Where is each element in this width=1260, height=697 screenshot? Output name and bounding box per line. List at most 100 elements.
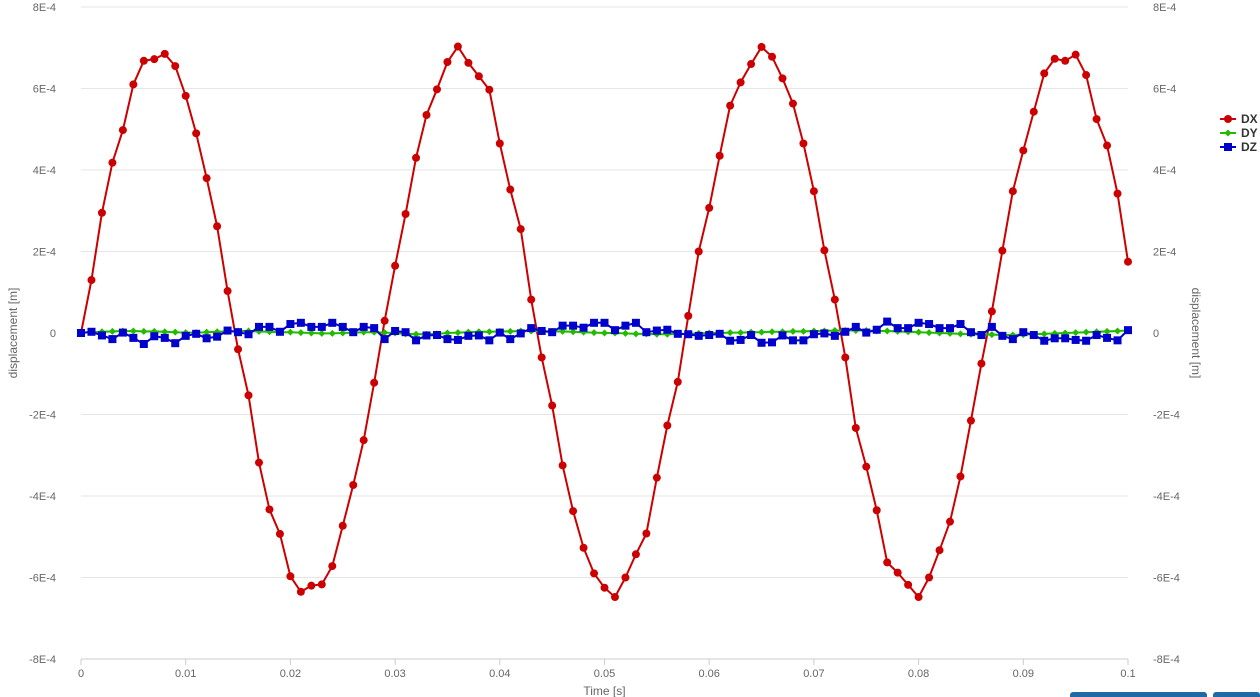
data-point-dy bbox=[297, 329, 305, 337]
data-point-dx bbox=[118, 126, 127, 135]
data-point-dz bbox=[474, 331, 483, 340]
data-point-dx bbox=[621, 573, 630, 582]
data-point-dx bbox=[464, 58, 473, 67]
data-point-dx bbox=[265, 505, 274, 514]
y-tick-label-right: 8E-4 bbox=[1153, 2, 1176, 14]
data-point-dy bbox=[161, 328, 169, 336]
x-tick-label: 0.03 bbox=[384, 668, 405, 680]
data-point-dy bbox=[956, 330, 964, 338]
data-point-dz bbox=[862, 328, 871, 337]
data-point-dx bbox=[935, 546, 944, 555]
x-tick-label: 0.04 bbox=[489, 668, 510, 680]
y-tick-label: 2E-4 bbox=[33, 247, 56, 259]
legend-marker bbox=[1224, 129, 1232, 137]
data-point-dz bbox=[338, 322, 347, 331]
data-point-dz bbox=[569, 321, 578, 330]
data-point-dz bbox=[464, 331, 473, 340]
data-point-dx bbox=[317, 580, 326, 589]
data-point-dz bbox=[1019, 328, 1028, 337]
data-point-dz bbox=[600, 318, 609, 327]
data-point-dz bbox=[171, 339, 180, 348]
data-point-dz bbox=[1124, 326, 1132, 335]
data-point-dz bbox=[893, 324, 902, 333]
data-point-dx bbox=[171, 62, 180, 71]
data-point-dx bbox=[139, 56, 148, 65]
data-point-dx bbox=[548, 401, 557, 410]
data-point-dy bbox=[758, 328, 766, 336]
data-point-dz bbox=[715, 329, 724, 338]
data-point-dz bbox=[307, 322, 316, 331]
data-point-dx bbox=[694, 247, 703, 256]
data-point-dz bbox=[87, 327, 96, 336]
y-tick-label: 6E-4 bbox=[33, 84, 56, 96]
data-point-dx bbox=[883, 558, 892, 567]
data-point-dx bbox=[380, 316, 389, 325]
data-point-dz bbox=[778, 331, 787, 340]
bottom-toolbar-button-2[interactable] bbox=[1213, 692, 1260, 697]
data-point-dy bbox=[485, 328, 493, 336]
data-point-dz bbox=[380, 335, 389, 344]
data-point-dx bbox=[97, 208, 106, 217]
data-point-dz bbox=[851, 322, 860, 331]
data-point-dz bbox=[1061, 334, 1070, 343]
data-point-dz bbox=[506, 335, 515, 344]
data-point-dx bbox=[1071, 50, 1080, 59]
data-point-dx bbox=[914, 593, 923, 602]
bottom-toolbar-button-1[interactable] bbox=[1070, 692, 1207, 697]
x-axis-ticks: 0 0.01 0.02 0.03 0.04 0.05 0.06 0.07 0.08 0.09 0.1 bbox=[78, 659, 1136, 680]
data-point-dx bbox=[569, 507, 578, 516]
y-tick-label-right: 4E-4 bbox=[1153, 165, 1176, 177]
data-point-dz bbox=[684, 330, 693, 339]
legend-item-dx[interactable]: DX bbox=[1220, 112, 1258, 126]
data-point-dz bbox=[548, 328, 557, 337]
data-point-dz bbox=[453, 335, 462, 344]
data-point-dx bbox=[1061, 56, 1070, 65]
x-tick-label: 0.02 bbox=[280, 668, 301, 680]
data-point-dx bbox=[181, 91, 190, 100]
data-point-dz bbox=[956, 320, 965, 329]
data-point-dy bbox=[140, 327, 148, 335]
data-point-dx bbox=[590, 569, 599, 578]
legend-item-dz[interactable]: DZ bbox=[1220, 140, 1257, 154]
data-point-dx bbox=[495, 139, 504, 148]
data-point-dy bbox=[915, 328, 923, 336]
data-point-dx bbox=[799, 139, 808, 148]
data-point-dy bbox=[621, 329, 629, 337]
data-point-dx bbox=[872, 506, 881, 515]
data-point-dz bbox=[213, 332, 222, 341]
data-point-dx bbox=[275, 529, 284, 538]
data-point-dx bbox=[192, 129, 201, 138]
data-point-dz bbox=[401, 328, 410, 337]
data-point-dy bbox=[286, 328, 294, 336]
data-point-dz bbox=[966, 328, 975, 337]
data-point-dz bbox=[1040, 336, 1049, 345]
data-point-dz bbox=[443, 335, 452, 344]
y-tick-label-right: 0 bbox=[1153, 328, 1159, 340]
data-point-dy bbox=[454, 329, 462, 337]
data-point-dx bbox=[349, 480, 358, 489]
data-point-dy bbox=[506, 327, 514, 335]
data-point-dx bbox=[391, 261, 400, 270]
data-point-dx bbox=[1113, 189, 1122, 198]
data-point-dz bbox=[904, 324, 913, 333]
data-point-dz bbox=[1092, 331, 1101, 340]
data-point-dz bbox=[254, 322, 263, 331]
data-point-dx bbox=[579, 543, 588, 552]
x-tick-label: 0.1 bbox=[1120, 668, 1135, 680]
data-point-dz bbox=[1103, 333, 1112, 342]
data-point-dx bbox=[485, 85, 494, 94]
y-axis-right-ticks: 8E-4 6E-4 4E-4 2E-4 0 -2E-4 -4E-4 -6E-4 -8E-4 bbox=[1153, 2, 1180, 666]
data-point-dx bbox=[998, 246, 1007, 255]
data-point-dx bbox=[422, 110, 431, 119]
data-point-dz bbox=[747, 331, 756, 340]
legend-item-dy[interactable]: DY bbox=[1220, 126, 1258, 140]
data-point-dz bbox=[129, 333, 138, 342]
data-point-dy bbox=[988, 331, 996, 339]
data-point-dz bbox=[275, 327, 284, 336]
data-point-dx bbox=[715, 151, 724, 160]
data-point-dy bbox=[768, 328, 776, 336]
data-point-dx bbox=[537, 353, 546, 362]
data-point-dy bbox=[108, 327, 116, 335]
data-point-dy bbox=[632, 330, 640, 338]
